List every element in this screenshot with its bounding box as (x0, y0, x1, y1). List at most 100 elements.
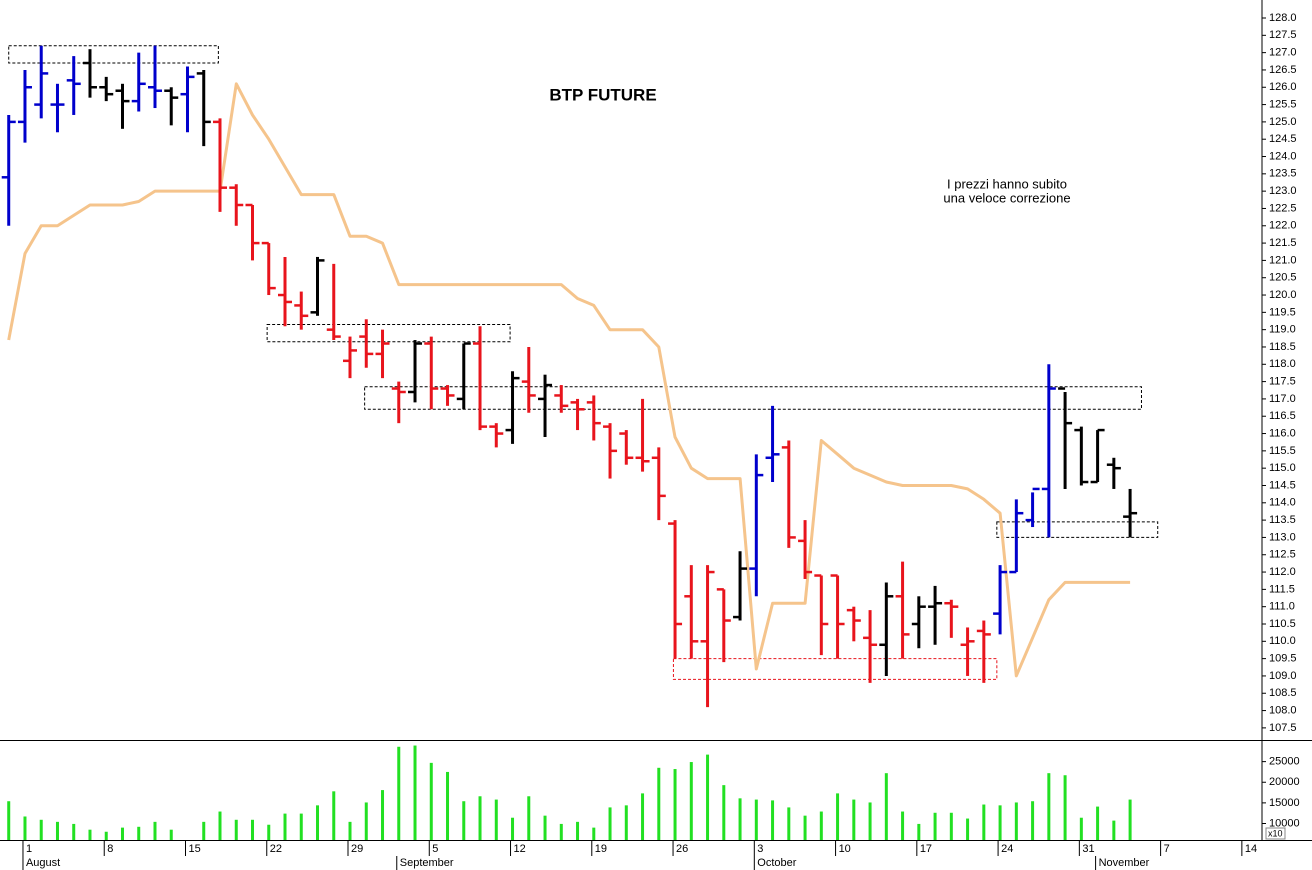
volume-bar (88, 829, 92, 840)
volume-bar (1063, 775, 1067, 840)
annotation: una veloce correzione (943, 190, 1070, 205)
y-tick-label: 25000 (1269, 756, 1300, 768)
volume-bar (381, 790, 385, 840)
y-tick-label: 20000 (1269, 776, 1300, 788)
volume-bar (917, 823, 921, 840)
volume-bar (446, 771, 450, 840)
volume-bar (55, 821, 59, 840)
volume-bar (332, 791, 336, 840)
x-tick-label: 31 (1082, 843, 1094, 855)
y-tick-label: 114.0 (1269, 497, 1296, 509)
y-tick-label: 120.0 (1269, 289, 1297, 301)
month-label: October (757, 857, 796, 869)
x-tick-label: 3 (757, 843, 763, 855)
volume-bar (624, 805, 628, 840)
y-tick-label: 115.0 (1269, 462, 1296, 474)
volume-bar (104, 831, 108, 840)
y-tick-label: 113.0 (1269, 531, 1296, 543)
y-tick-label: 121.0 (1269, 254, 1297, 266)
volume-bar (754, 799, 758, 840)
volume-bar (608, 807, 612, 840)
y-tick-label: 122.0 (1269, 220, 1297, 232)
y-tick-label: 116.0 (1269, 427, 1296, 439)
volume-bar (169, 829, 173, 840)
y-tick-label: 118.5 (1269, 341, 1296, 353)
volume-bar (202, 821, 206, 840)
y-tick-label: 116.5 (1269, 410, 1296, 422)
highlight-box (364, 386, 1142, 410)
volume-bar (511, 817, 515, 840)
x-tick-label: 26 (676, 843, 688, 855)
volume-bar (234, 819, 238, 840)
y-tick-label: 111.5 (1269, 583, 1295, 595)
x-tick-label: 10 (839, 843, 851, 855)
volume-bar (543, 815, 547, 840)
x-tick-label: 24 (1001, 843, 1013, 855)
volume-bar (23, 816, 27, 840)
y-tick-label: 109.5 (1269, 653, 1297, 665)
y-tick-label: 108.0 (1269, 704, 1297, 716)
x-tick-label: 22 (270, 843, 282, 855)
volume-bar (1112, 820, 1116, 840)
x-tick-label: 1 (26, 843, 32, 855)
volume-bar (738, 798, 742, 840)
x-tick-label: 19 (595, 843, 607, 855)
y-tick-label: 123.5 (1269, 168, 1297, 180)
volume-bar (462, 801, 466, 840)
y-tick-label: 119.0 (1269, 324, 1296, 336)
volume-bar (283, 813, 287, 840)
y-tick-label: 125.0 (1269, 116, 1297, 128)
x-tick-label: 7 (1164, 843, 1170, 855)
y-tick-label: 113.5 (1269, 514, 1296, 526)
volume-bar (657, 767, 661, 840)
x-tick-label: 5 (432, 843, 438, 855)
y-tick-label: 114.5 (1269, 479, 1296, 491)
chart-title: BTP FUTURE (549, 85, 656, 104)
volume-bar (1096, 806, 1100, 840)
y-tick-label: 128.0 (1269, 12, 1297, 24)
volume-bar (1031, 801, 1035, 840)
volume-bar (966, 818, 970, 840)
y-tick-label: 124.5 (1269, 133, 1297, 145)
volume-bar (901, 811, 905, 840)
volume-bar (771, 800, 775, 840)
volume-bar (689, 762, 693, 840)
y-tick-label: 126.5 (1269, 64, 1297, 76)
volume-bar (933, 812, 937, 840)
y-tick-label: 115.5 (1269, 445, 1296, 457)
volume-bar (7, 801, 11, 840)
volume-bar (251, 819, 255, 840)
y-tick-label: 109.0 (1269, 670, 1297, 682)
month-label: November (1099, 857, 1150, 869)
volume-bar (72, 823, 76, 840)
highlight-box (8, 45, 219, 64)
volume-bar (413, 745, 417, 840)
annotation: I prezzi hanno subito (947, 176, 1067, 191)
y-tick-label: 112.0 (1269, 566, 1296, 578)
volume-bar (494, 799, 498, 840)
volume-bar (576, 821, 580, 840)
volume-bar (299, 813, 303, 840)
y-tick-label: 122.5 (1269, 202, 1297, 214)
y-tick-label: 127.5 (1269, 29, 1297, 41)
volume-bar (527, 796, 531, 840)
y-tick-label: 124.0 (1269, 150, 1297, 162)
volume-bar (706, 754, 710, 840)
volume-bar (397, 746, 401, 840)
volume-bar (852, 799, 856, 840)
y-tick-label: 125.5 (1269, 98, 1297, 110)
y-tick-label: 117.5 (1269, 376, 1296, 388)
y-tick-label: 126.0 (1269, 81, 1297, 93)
volume-bar (1014, 802, 1018, 840)
volume-bar (429, 762, 433, 840)
volume-bar (1079, 817, 1083, 840)
volume-bar (722, 785, 726, 840)
volume-bar (998, 805, 1002, 840)
month-label: August (26, 857, 60, 869)
axis-note-box (1265, 827, 1286, 840)
volume-bar (120, 827, 124, 840)
y-tick-label: 120.5 (1269, 272, 1297, 284)
volume-bar (949, 812, 953, 840)
